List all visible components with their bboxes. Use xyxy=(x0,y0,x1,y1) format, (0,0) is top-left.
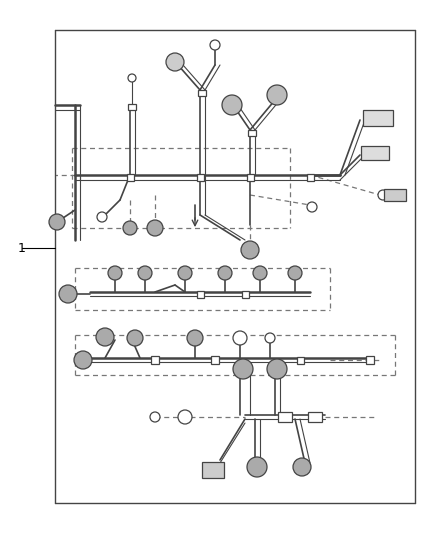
Bar xyxy=(278,412,292,422)
Circle shape xyxy=(138,266,152,280)
Circle shape xyxy=(108,266,122,280)
Circle shape xyxy=(150,412,160,422)
Circle shape xyxy=(127,330,143,346)
Circle shape xyxy=(59,285,77,303)
Circle shape xyxy=(210,40,220,50)
Circle shape xyxy=(166,53,184,71)
Circle shape xyxy=(147,220,163,236)
Circle shape xyxy=(218,266,232,280)
Circle shape xyxy=(378,190,388,200)
Bar xyxy=(308,412,322,422)
Circle shape xyxy=(128,74,136,82)
Circle shape xyxy=(307,202,317,212)
Bar xyxy=(384,189,406,201)
Bar xyxy=(197,174,204,181)
Bar xyxy=(307,174,314,181)
Bar xyxy=(361,146,389,160)
Circle shape xyxy=(74,351,92,369)
Bar xyxy=(198,90,206,96)
Circle shape xyxy=(288,266,302,280)
Circle shape xyxy=(178,410,192,424)
Circle shape xyxy=(241,241,259,259)
Circle shape xyxy=(49,214,65,230)
Circle shape xyxy=(233,359,253,379)
Circle shape xyxy=(293,458,311,476)
Circle shape xyxy=(267,359,287,379)
Circle shape xyxy=(123,221,137,235)
Circle shape xyxy=(187,330,203,346)
Bar xyxy=(247,174,254,181)
Bar xyxy=(151,356,159,364)
Bar xyxy=(128,104,136,110)
Circle shape xyxy=(96,328,114,346)
Bar xyxy=(248,130,256,136)
Bar xyxy=(241,290,248,297)
Bar xyxy=(211,356,219,364)
Bar xyxy=(202,462,224,478)
Circle shape xyxy=(267,85,287,105)
Circle shape xyxy=(233,331,247,345)
Text: 1: 1 xyxy=(18,241,26,254)
Bar xyxy=(363,110,393,126)
Circle shape xyxy=(253,266,267,280)
Circle shape xyxy=(178,266,192,280)
Circle shape xyxy=(222,95,242,115)
Bar xyxy=(297,357,304,364)
Circle shape xyxy=(265,333,275,343)
Bar xyxy=(127,174,134,181)
Bar xyxy=(366,356,374,364)
Circle shape xyxy=(247,457,267,477)
Circle shape xyxy=(97,212,107,222)
Bar xyxy=(197,290,204,297)
